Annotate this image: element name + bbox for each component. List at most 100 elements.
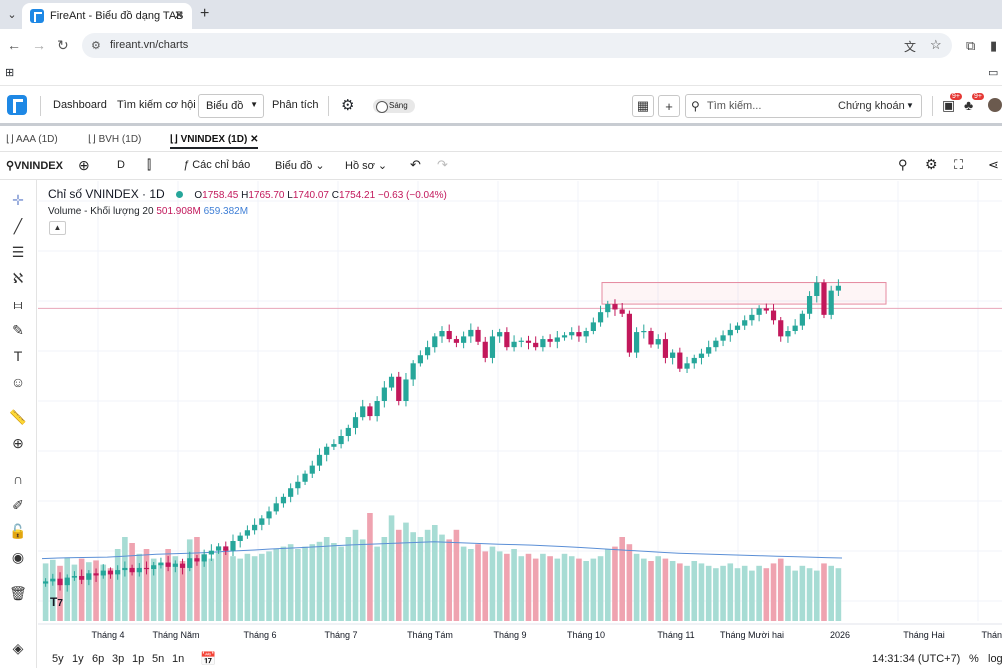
tradingview-logo[interactable]: T7 — [50, 595, 63, 609]
candle-body — [756, 308, 762, 315]
chart-area[interactable]: Tháng 4 Tháng Năm Tháng 6 Tháng 7 Tháng Tám T… — [38, 181, 1002, 668]
browser-tab-active[interactable]: FireAnt - Biểu đồ dạng TAB ✕ — [22, 3, 192, 29]
nav-analysis[interactable]: Phân tích — [272, 99, 319, 111]
candle-body — [165, 562, 171, 567]
percent-toggle[interactable]: % — [969, 653, 979, 665]
nav-opportunities[interactable]: Tìm kiếm cơ hội — [117, 99, 196, 111]
trash-icon[interactable]: 🗑 — [9, 585, 27, 601]
apps-grid-icon[interactable]: ⊞ — [5, 67, 15, 79]
add-plus-icon[interactable]: + — [658, 95, 680, 117]
fullscreen-icon[interactable]: ⛶ — [954, 157, 964, 172]
ruler-icon[interactable]: 📏 — [9, 409, 27, 425]
clock-time[interactable]: 14:31:34 (UTC+7) — [872, 653, 961, 665]
close-icon[interactable]: ✕ — [250, 134, 259, 145]
volume-bar — [468, 549, 474, 621]
interval-button[interactable]: D — [117, 159, 125, 171]
volume-bar — [828, 565, 834, 621]
volume-bar — [489, 546, 496, 621]
back-arrow-icon[interactable]: ← — [7, 37, 21, 53]
volume-bar — [619, 537, 625, 621]
calendar-icon[interactable]: 📅 — [200, 651, 217, 666]
volume-bar — [806, 568, 813, 621]
legend-collapse-button[interactable]: ▲ — [49, 221, 66, 235]
translate-icon[interactable]: 文 — [904, 40, 917, 54]
volume-bar — [547, 556, 553, 621]
candle-body — [511, 341, 517, 348]
zoom-in-icon[interactable]: ⊕ — [12, 435, 24, 451]
forward-arrow-icon[interactable]: → — [32, 37, 46, 53]
nav-chart-dropdown[interactable]: Biểu đồ ▼ — [198, 94, 264, 118]
symbol-search[interactable]: ⚲VNINDEX — [6, 159, 63, 172]
profile-menu[interactable]: Hồ sơ ⌄ — [345, 159, 387, 172]
volume-bar — [215, 551, 222, 621]
search-input[interactable]: ⚲ Tìm kiếm... Chứng khoán ▼ — [685, 94, 922, 118]
theme-toggle[interactable]: Sáng — [373, 99, 415, 113]
chart-settings-icon[interactable]: ⚙ — [925, 156, 938, 172]
text-icon[interactable]: T — [13, 348, 23, 364]
volume-bar — [266, 551, 272, 621]
volume-bar — [280, 546, 287, 621]
share-icon[interactable]: ⋖ — [988, 157, 999, 172]
search-scope-select[interactable]: Chứng khoán — [838, 100, 905, 112]
tab-vnindex[interactable]: ⌊⌋ VNINDEX (1D) ✕ — [170, 134, 259, 149]
zoom-search-icon[interactable]: ⚲ — [898, 157, 908, 172]
site-settings-icon[interactable]: ⚙ — [91, 40, 101, 52]
bell-icon[interactable]: ♣ 9+ — [964, 93, 984, 113]
legend-symbol: Chỉ số VNINDEX · 1D — [48, 187, 165, 201]
tab-search-chevron-icon[interactable]: ⌄ — [7, 8, 17, 21]
notifications-icon[interactable]: ▣ 9+ — [942, 93, 962, 113]
indicators-button[interactable]: ƒ Các chỉ báo — [183, 159, 250, 171]
bookmarks-folder-icon[interactable]: ▭ — [988, 67, 999, 79]
lock-icon[interactable]: 🔓 — [9, 523, 27, 539]
close-icon[interactable]: ✕ — [173, 8, 184, 22]
compare-add-icon[interactable]: ⊕ — [78, 157, 90, 173]
range-5n[interactable]: 5n — [152, 653, 165, 665]
undo-icon[interactable]: ↶ — [410, 157, 421, 172]
tab-aaa[interactable]: ⌊⌋ AAA (1D) — [6, 134, 58, 145]
bookmark-star-icon[interactable]: ☆ — [930, 37, 942, 52]
new-tab-plus-icon[interactable]: + — [200, 5, 210, 22]
candles-icon[interactable]: ⫿ — [147, 157, 152, 172]
redo-icon[interactable]: ↷ — [437, 157, 448, 172]
range-1y[interactable]: 1y — [72, 653, 84, 665]
volume-bar — [172, 556, 179, 621]
range-1n[interactable]: 1n — [172, 653, 185, 665]
url-field[interactable]: ⚙ fireant.vn/charts 文 ☆ — [82, 33, 952, 58]
candle-body — [432, 336, 438, 348]
magnet-icon[interactable]: ∩ — [12, 471, 24, 487]
brush-icon[interactable]: ✎ — [12, 322, 24, 338]
emoji-icon[interactable]: ☺ — [10, 374, 26, 390]
candle-body — [151, 565, 157, 569]
visibility-eye-icon[interactable]: ◉ — [11, 549, 25, 565]
layers-icon[interactable]: ◈ — [12, 640, 24, 656]
fireant-logo[interactable] — [7, 95, 27, 115]
fireant-favicon-icon — [30, 9, 44, 23]
lock-pen-icon[interactable]: ✐ — [12, 497, 24, 513]
volume-bar — [727, 563, 734, 621]
reload-icon[interactable]: ↻ — [57, 37, 69, 53]
chart-type-menu[interactable]: Biểu đồ ⌄ — [275, 159, 325, 172]
avatar[interactable] — [988, 98, 1002, 112]
profile-icon[interactable]: ▮ — [990, 38, 998, 53]
layout-grid-icon[interactable]: ▦ — [632, 95, 654, 117]
log-toggle[interactable]: log — [988, 653, 1002, 665]
x-axis-tick-label: Tháng 4 — [91, 630, 124, 640]
range-5y[interactable]: 5y — [52, 653, 64, 665]
candle-body — [619, 309, 625, 314]
price-chart[interactable]: Tháng 4 Tháng Năm Tháng 6 Tháng 7 Tháng Tám T… — [38, 181, 1002, 648]
tab-bvh[interactable]: ⌊⌋ BVH (1D) — [88, 134, 141, 145]
extensions-puzzle-icon[interactable]: ⧉ — [966, 38, 976, 53]
range-3p[interactable]: 3p — [112, 653, 125, 665]
candle-body — [533, 342, 539, 348]
pattern-icon[interactable]: ℵ — [12, 270, 24, 286]
nav-dashboard[interactable]: Dashboard — [53, 99, 107, 111]
range-6p[interactable]: 6p — [92, 653, 105, 665]
fib-icon[interactable]: ⧦ — [13, 296, 23, 312]
tab-label: BVH (1D) — [98, 134, 142, 145]
horizontal-lines-icon[interactable]: ☰ — [11, 244, 25, 260]
trendline-icon[interactable]: ╱ — [13, 218, 23, 234]
settings-gear-icon[interactable]: ⚙ — [341, 97, 355, 114]
candle-body — [86, 573, 92, 580]
crosshair-icon[interactable]: ✛ — [12, 192, 24, 208]
range-1p[interactable]: 1p — [132, 653, 145, 665]
